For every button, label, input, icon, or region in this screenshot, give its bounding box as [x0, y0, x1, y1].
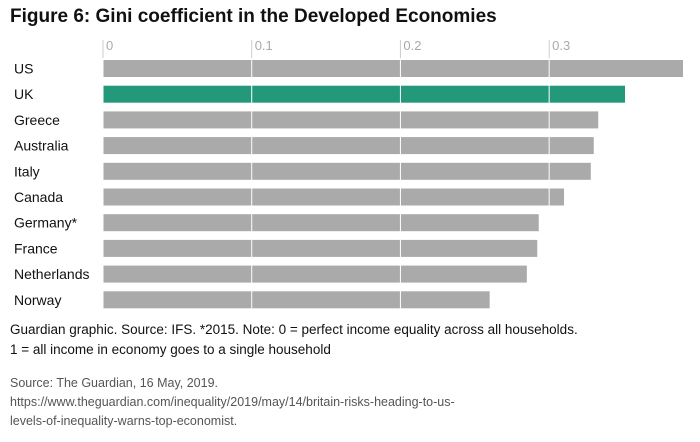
source-line-2: https://www.theguardian.com/inequality/2…	[10, 395, 455, 409]
category-label-france: France	[14, 240, 58, 256]
bar-netherlands	[103, 265, 527, 283]
category-label-norway: Norway	[14, 292, 61, 308]
chart-title: Figure 6: Gini coefficient in the Develo…	[10, 6, 497, 27]
note-line-2: 1 = all income in economy goes to a sing…	[10, 342, 331, 357]
source-line-1: Source: The Guardian, 16 May, 2019.	[10, 376, 218, 390]
bar-italy	[103, 162, 591, 180]
bar-uk	[103, 85, 625, 103]
x-tick-label-0-2: 0.2	[403, 38, 421, 53]
chart-note: Guardian graphic. Source: IFS. *2015. No…	[10, 320, 690, 360]
bar-canada	[103, 188, 565, 206]
x-tick-label-0-1: 0.1	[255, 38, 273, 53]
bar-france	[103, 239, 538, 257]
category-label-germany: Germany*	[14, 215, 78, 231]
bar-norway	[103, 291, 490, 309]
category-label-us: US	[14, 61, 33, 77]
category-label-canada: Canada	[14, 189, 63, 205]
bar-us	[103, 60, 683, 77]
bar-australia	[103, 137, 594, 155]
bar-chart: US UK Greece Australia Italy Canada Germany* Fr…	[14, 38, 683, 309]
bar-germany	[103, 214, 539, 232]
category-label-uk: UK	[14, 86, 34, 102]
x-tick-label-0-3: 0.3	[552, 38, 570, 53]
source-line-3: levels-of-inequality-warns-top-economist…	[10, 414, 238, 428]
category-label-australia: Australia	[14, 138, 69, 154]
bar-greece	[103, 111, 599, 129]
category-label-netherlands: Netherlands	[14, 266, 90, 282]
x-tick-label-0: 0	[106, 38, 113, 53]
source-citation: Source: The Guardian, 16 May, 2019. http…	[10, 374, 690, 431]
category-label-greece: Greece	[14, 112, 60, 128]
category-label-italy: Italy	[14, 163, 40, 179]
note-line-1: Guardian graphic. Source: IFS. *2015. No…	[10, 322, 578, 337]
